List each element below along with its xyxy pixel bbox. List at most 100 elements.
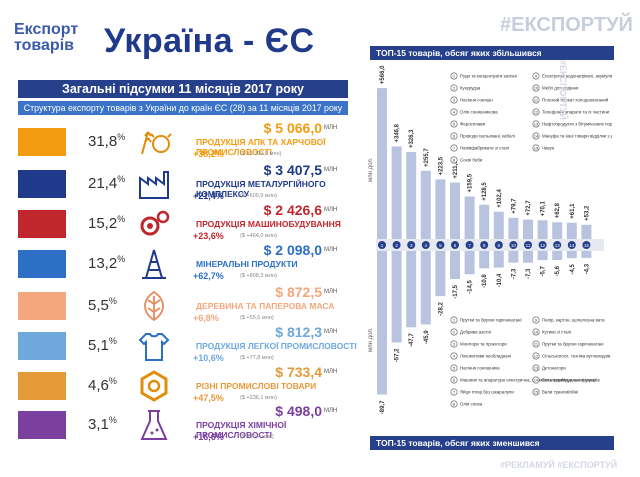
- category-color-swatch: [18, 292, 66, 320]
- factory-icon: [139, 171, 169, 199]
- legend-top-num: 3: [453, 98, 456, 103]
- oil-rig-icon: [142, 249, 166, 279]
- category-growth: +6,8%: [193, 313, 219, 323]
- legend-bottom-item: Насіння соняшника: [460, 366, 500, 371]
- category-amount-unit: МЛН: [324, 289, 338, 295]
- legend-bottom-num-badge: [532, 388, 540, 396]
- legend-top-num-badge: [450, 96, 458, 104]
- legend-bottom-num: 4: [453, 354, 456, 359]
- category-amount-unit: МЛН: [324, 167, 338, 173]
- legend-bottom-num-badge: [450, 352, 458, 360]
- category-growth: +62,7%: [193, 271, 224, 281]
- bar-label-decrease: -28,2: [438, 301, 444, 315]
- bar-increase: [420, 170, 431, 239]
- legend-top-num: 15: [534, 146, 539, 151]
- bar-label-increase: +53,2: [584, 205, 590, 221]
- bar-label-decrease: -5,6: [555, 265, 561, 276]
- legend-bottom-num: 5: [453, 366, 456, 371]
- legend-top-item: Мануфа та інші товари відділки з деревин…: [542, 134, 612, 139]
- legend-bottom-item: Машини та апаратура електрична, що мають…: [460, 378, 597, 383]
- category-growth-abs: ($ +808,3 млн): [240, 273, 277, 279]
- legend-top-num: 13: [534, 122, 539, 127]
- legend-top-num: 12: [534, 110, 539, 115]
- legend-bottom-num-badge: [532, 352, 540, 360]
- category-name: ПРОДУКЦІЯ АПК ТА ХАРЧОВОЇ ПРОМИСЛОВОСТІ: [196, 137, 326, 157]
- legend-top-num-badge: [450, 108, 458, 116]
- legend-top-num-badge: [532, 72, 540, 80]
- bar-chart: млн дол. млн дол. +566,0 1 +346,8 2 +326,3 3 +25…: [368, 62, 612, 434]
- category-amount: $ 3 407,5: [263, 162, 322, 178]
- category-growth-abs: ($ +70,7 млн): [240, 434, 274, 440]
- category-amount: $ 812,3: [275, 324, 322, 340]
- category-percent-value: 13,2: [88, 255, 118, 272]
- leaf-icon: [144, 290, 164, 322]
- legend-bottom-num: 6: [453, 378, 456, 383]
- legend-top-item: Проводи ізольовані, кабелі: [460, 134, 515, 139]
- bar-increase: [537, 220, 548, 239]
- category-row: 4,6% $ 733,4 МЛН РІЗНІ ПРОМИСЛОВІ ТОВАРИ +47…: [0, 364, 360, 406]
- legend-top-num: 7: [453, 146, 456, 151]
- hashtag-top: #ЕКСПОРТУЙ: [500, 14, 633, 36]
- legend-top-num-badge: [532, 96, 540, 104]
- bar-label-decrease: -7,3: [511, 268, 517, 279]
- bar-decrease: [581, 251, 592, 258]
- legend-top-num-badge: [450, 132, 458, 140]
- category-number: 2: [395, 243, 398, 248]
- y-axis-label: млн дол.: [368, 157, 374, 182]
- watermark-vertical: #ЕКСПОРТУЙ: [558, 60, 568, 120]
- category-color-swatch: [18, 332, 66, 360]
- category-percent-value: 21,4: [88, 175, 118, 192]
- legend-bottom-item: Прутки та бруски гарячекатані: [460, 318, 521, 323]
- legend-bottom-item: Папір, картон, целюлозна вата: [542, 318, 605, 323]
- category-color-swatch: [18, 170, 66, 198]
- bar-label-decrease: -45,9: [424, 330, 430, 344]
- category-number: 10: [511, 243, 517, 248]
- legend-top-num: 8: [453, 158, 456, 163]
- category-name: ДЕРЕВИНА ТА ПАПЕРОВА МАСА: [196, 301, 335, 311]
- legend-top-num-badge: [532, 144, 540, 152]
- category-number: 13: [555, 243, 561, 248]
- legend-bottom-item: Монітори та проектори: [460, 342, 507, 347]
- category-number: 4: [425, 243, 428, 248]
- category-percent-value: 31,8: [88, 133, 118, 150]
- legend-top-item: Плоский прокат холоднокатаний: [542, 98, 609, 103]
- category-amount-unit: МЛН: [324, 125, 338, 131]
- category-color-swatch: [18, 411, 66, 439]
- header-title-small: Експорт товарів: [14, 22, 78, 54]
- legend-top-num: 5: [453, 122, 456, 127]
- legend-bottom-num-badge: [450, 316, 458, 324]
- bar-increase: [508, 217, 519, 239]
- bar-label-decrease: -7,3: [526, 268, 532, 279]
- bar-label-decrease: -17,5: [453, 284, 459, 298]
- bar-label-increase: +346,8: [395, 123, 401, 142]
- category-growth-abs: ($ +600,9 млн): [240, 193, 277, 199]
- category-marker: [553, 241, 562, 249]
- legend-bottom-num-badge: [532, 316, 540, 324]
- nut-icon: [140, 370, 168, 402]
- bar-increase: [566, 222, 577, 239]
- legend-bottom-num-badge: [450, 340, 458, 348]
- bar-decrease: [377, 251, 387, 395]
- flask-icon: [140, 410, 168, 440]
- structure-title: Структура експорту товарів з України до …: [18, 101, 348, 115]
- category-amount-unit: МЛН: [324, 369, 338, 375]
- bar-label-decrease: -10,4: [497, 273, 503, 287]
- category-amount: $ 872,5: [275, 284, 322, 300]
- category-number: 1: [381, 243, 384, 248]
- legend-bottom-item: Сільськогосп. техніка вуглеводнів: [542, 354, 611, 359]
- legend-top-num: 14: [534, 134, 539, 139]
- category-name: ПРОДУКЦІЯ МАШИНОБУДУВАННЯ: [196, 219, 341, 229]
- category-marker: [378, 241, 386, 249]
- legend-bottom-num-badge: [450, 388, 458, 396]
- category-marker: [451, 241, 459, 249]
- bar-decrease: [450, 251, 460, 279]
- wheat-cow-icon: [141, 131, 172, 155]
- bar-label-increase: +70,1: [541, 200, 547, 216]
- legend-top-item: Електричні водонагрівачі, акумуляторні: [542, 74, 612, 79]
- bar-increase: [464, 196, 475, 239]
- category-percent-value: 3,1: [88, 416, 109, 433]
- legend-bottom-item: Прутки та бруски гарячекатані: [542, 342, 603, 347]
- x-axis-strip: [376, 239, 604, 251]
- legend-bottom-item: Добрива азотні: [460, 330, 491, 335]
- legend-bottom-num: 10: [534, 330, 539, 335]
